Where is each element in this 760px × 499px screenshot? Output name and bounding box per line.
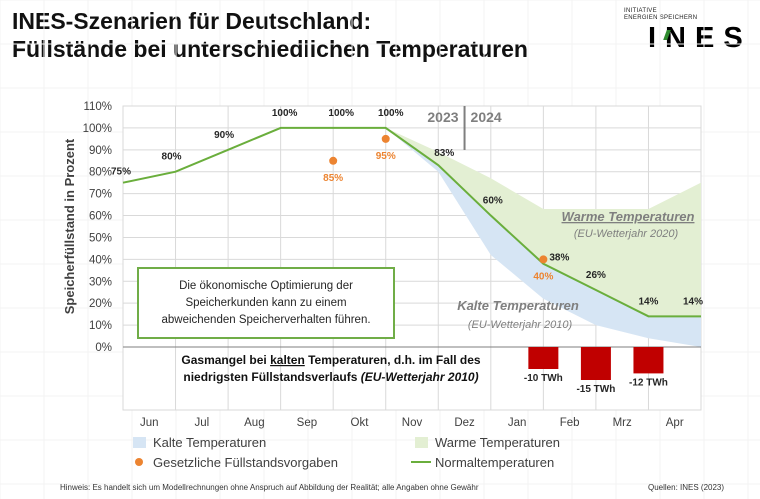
optimization-note-text: Die ökonomische Optimierung der	[179, 280, 353, 292]
shortfall-bar	[528, 347, 559, 369]
y-tick-label: 50%	[89, 232, 112, 244]
cold-subtitle: (EU-Wetterjahr 2010)	[468, 319, 573, 331]
normal-value-label: 83%	[434, 148, 454, 159]
y-tick-label: 70%	[89, 189, 112, 201]
warm-subtitle: (EU-Wetterjahr 2020)	[574, 228, 679, 240]
shortage-text-line1: Gasmangel bei kalten Temperaturen, d.h. …	[181, 353, 481, 367]
x-tick-label: Sep	[297, 417, 317, 429]
y-tick-label: 110%	[83, 101, 112, 113]
warm-temperature-band	[385, 127, 701, 317]
legend-label: Kalte Temperaturen	[153, 435, 266, 450]
legal-target-label: 85%	[323, 173, 343, 184]
x-tick-label: Apr	[666, 417, 684, 429]
legend-label: Normaltemperaturen	[435, 455, 554, 470]
warm-title: Warme Temperaturen	[562, 209, 695, 224]
y-tick-label: 20%	[89, 298, 112, 310]
normal-value-label: 80%	[162, 152, 182, 163]
normal-value-label: 38%	[549, 253, 569, 264]
y-tick-label: 90%	[89, 145, 112, 157]
shortfall-bar	[633, 347, 664, 374]
legal-target-point	[329, 156, 338, 165]
cold-temperature-band	[385, 127, 701, 347]
y-tick-label: 0%	[95, 342, 112, 354]
x-tick-label: Mrz	[613, 417, 632, 429]
y-tick-label: 60%	[89, 211, 112, 223]
legend-label: Warme Temperaturen	[435, 435, 560, 450]
shortfall-bar	[580, 347, 611, 380]
y-tick-label: 40%	[89, 254, 112, 266]
footnote-source: Quellen: INES (2023)	[648, 483, 725, 492]
optimization-note-text: abweichenden Speicherverhalten führen.	[161, 314, 370, 326]
year-label: 2023	[427, 109, 458, 125]
logo-small-line1: INITIATIVE	[624, 8, 657, 14]
normal-value-label: 75%	[111, 167, 131, 178]
legend-label: Gesetzliche Füllstandsvorgaben	[153, 455, 338, 470]
normal-value-label: 26%	[586, 270, 606, 281]
y-tick-label: 10%	[89, 320, 112, 332]
normal-value-label: 100%	[378, 108, 404, 119]
optimization-note-text: Speicherkunden kann zu einem	[185, 297, 346, 309]
legend-swatch-legal	[135, 458, 143, 466]
x-tick-label: Aug	[244, 417, 264, 429]
y-tick-label: 100%	[83, 123, 112, 135]
chart-title-line1: INES-Szenarien für Deutschland:	[12, 8, 372, 34]
logo-small-line2: ENERGIEN SPEICHERN	[624, 15, 698, 21]
shortfall-label: -15 TWh	[576, 384, 615, 395]
x-tick-label: Okt	[351, 417, 370, 429]
normal-value-label: 14%	[683, 296, 703, 307]
x-tick-label: Jun	[140, 417, 159, 429]
y-tick-label: 80%	[89, 167, 112, 179]
normal-value-label: 100%	[272, 108, 298, 119]
normal-temperature-line	[122, 126, 701, 318]
year-label: 2024	[471, 109, 502, 125]
normal-value-label: 14%	[638, 296, 658, 307]
legal-target-label: 40%	[533, 271, 553, 282]
shortfall-label: -10 TWh	[524, 373, 563, 384]
optimization-note-box	[137, 267, 395, 339]
legal-target-point	[539, 255, 548, 264]
legal-target-label: 95%	[376, 151, 396, 162]
normal-value-label: 60%	[483, 196, 503, 207]
x-tick-label: Nov	[402, 417, 423, 429]
chart-title-line2: Füllstände bei unterschiedlichen Tempera…	[12, 36, 528, 62]
y-axis-title: Speicherfüllstand in Prozent	[62, 138, 77, 314]
shortfall-label: -12 TWh	[629, 377, 668, 388]
normal-value-label: 100%	[328, 108, 354, 119]
normal-value-label: 90%	[214, 130, 234, 141]
cold-title: Kalte Temperaturen	[457, 298, 579, 313]
x-tick-label: Dez	[454, 417, 475, 429]
x-tick-label: Jan	[508, 417, 527, 429]
x-tick-label: Feb	[560, 417, 580, 429]
legend-swatch-cold	[133, 437, 146, 448]
footnote-hint: Hinweis: Es handelt sich um Modellrechnu…	[60, 483, 479, 492]
shortage-text-line2: niedrigsten Füllstandsverlaufs (EU-Wette…	[183, 370, 478, 384]
legal-target-point	[381, 134, 390, 143]
legend-swatch-warm	[415, 437, 428, 448]
x-tick-label: Jul	[194, 417, 209, 429]
y-tick-label: 30%	[89, 276, 112, 288]
